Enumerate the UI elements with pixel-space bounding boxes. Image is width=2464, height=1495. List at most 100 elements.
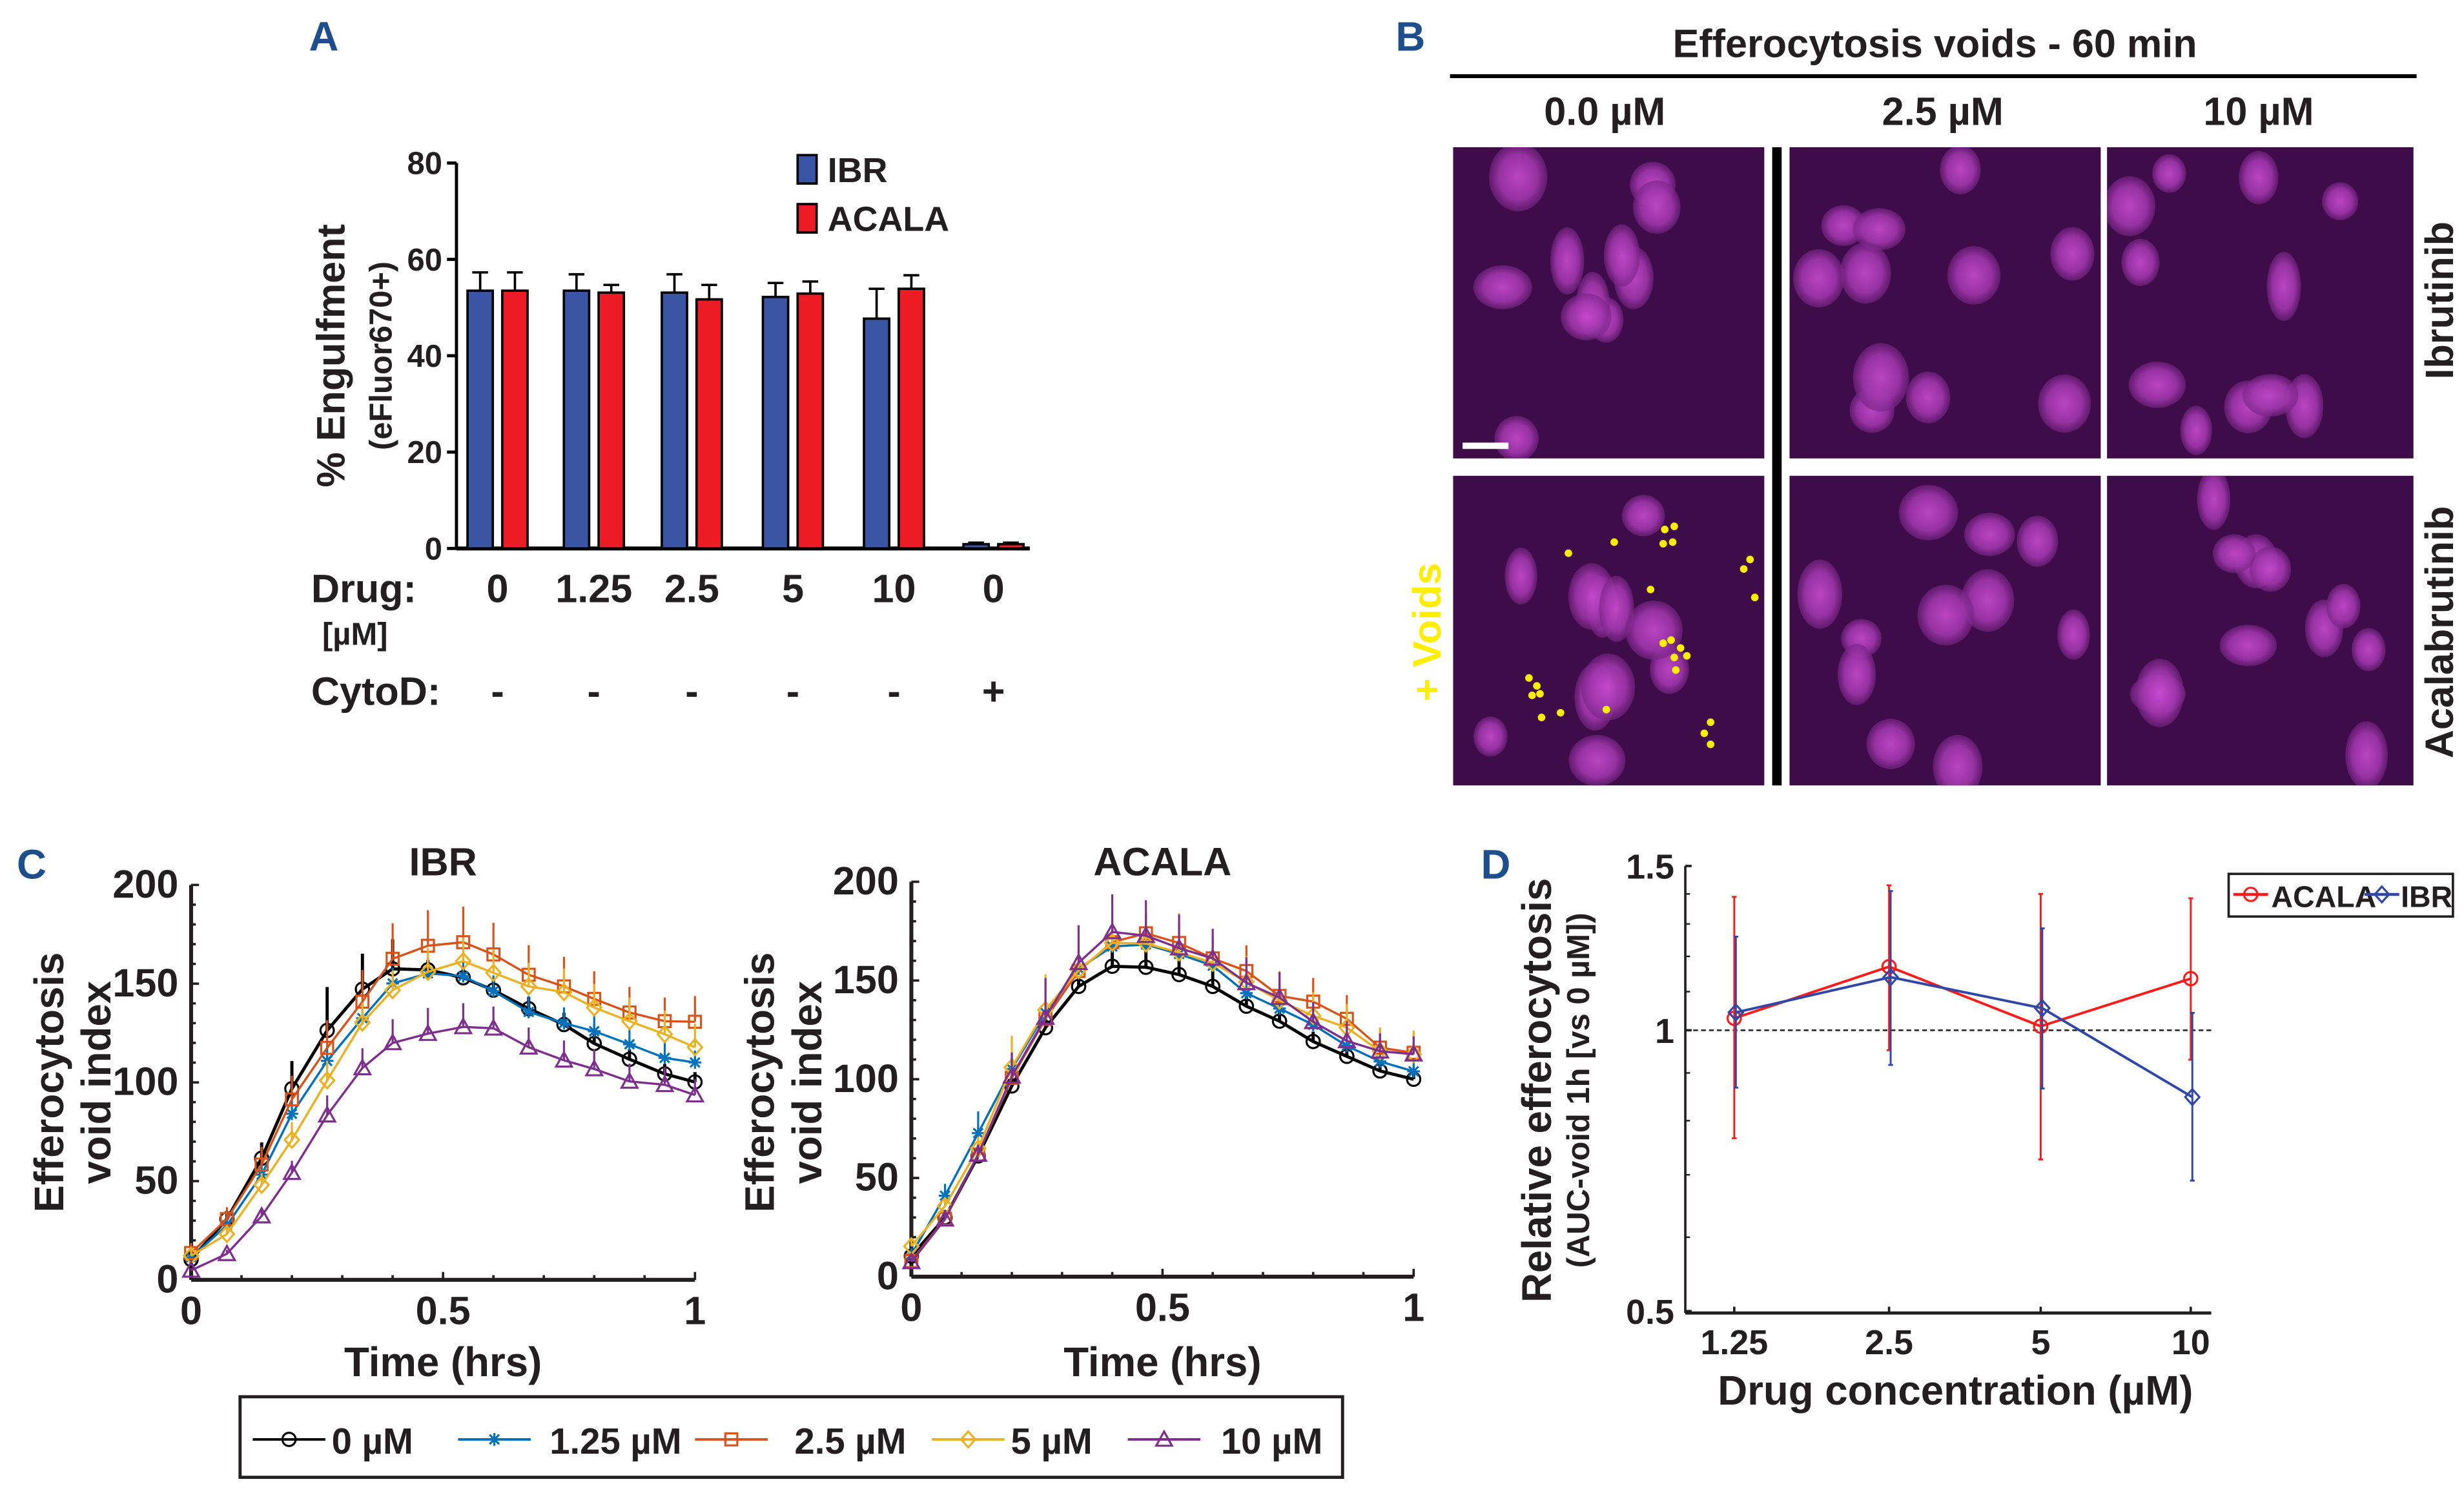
- series-acala: [1727, 884, 2199, 1160]
- data-point: [252, 1206, 272, 1224]
- data-point: [658, 1051, 672, 1064]
- data-point: [1370, 1041, 1390, 1059]
- cell: [1917, 584, 1975, 646]
- data-point: [1407, 1065, 1421, 1078]
- row-label-acalabrutinib: Acalabrutinib: [2418, 506, 2461, 759]
- cell: [2345, 721, 2388, 786]
- cell: [2322, 182, 2359, 220]
- data-point: [1881, 958, 1897, 974]
- series-2.5uM: [904, 913, 1421, 1268]
- cell: [1840, 242, 1891, 304]
- column-header: 10 µM: [2203, 90, 2314, 134]
- scale-bar: [1463, 442, 1509, 449]
- cell: [2128, 362, 2186, 408]
- data-point: [283, 1130, 301, 1150]
- cell: [1898, 484, 1958, 541]
- y-tick-label: 40: [407, 339, 442, 374]
- bar-ibr: [562, 289, 591, 550]
- void-dot: [1740, 565, 1748, 573]
- cell: [1504, 548, 1537, 605]
- cell: [2180, 406, 2212, 455]
- micrograph-acalabrutinib-0: [1453, 475, 1765, 786]
- data-point: [588, 1025, 601, 1038]
- series-line: [190, 960, 695, 1257]
- data-point: [1237, 973, 1257, 991]
- micrograph-acalabrutinib-2: [2107, 475, 2414, 786]
- series-line: [1735, 976, 2193, 1098]
- data-point: [520, 976, 537, 996]
- bar-ibr: [466, 289, 495, 550]
- cell: [2017, 515, 2058, 567]
- data-point: [1102, 922, 1122, 940]
- data-point: [586, 998, 603, 1017]
- data-point: [688, 1056, 702, 1069]
- micrograph-acalabrutinib-1: [1789, 475, 2101, 786]
- legend-label: 10 µM: [1221, 1421, 1322, 1461]
- bar-acala: [898, 287, 925, 550]
- data-point: [1104, 958, 1120, 974]
- cell: [2050, 227, 2095, 281]
- x-tick-label: 10: [2171, 1323, 2210, 1362]
- data-point: [484, 1018, 504, 1036]
- void-dot: [1746, 555, 1754, 564]
- cell: [1633, 180, 1681, 234]
- cell: [1853, 343, 1909, 412]
- bar-acala: [597, 291, 626, 550]
- cell: [1933, 734, 1983, 786]
- cytod-value: +: [982, 669, 1005, 713]
- void-dot: [1670, 522, 1678, 530]
- y-tick-label: 100: [833, 1057, 899, 1100]
- legend-label: IBR: [828, 151, 888, 190]
- data-point: [1304, 1006, 1322, 1026]
- data-point: [1303, 1011, 1323, 1029]
- y-axis-label-sub: void index: [785, 981, 830, 1184]
- cell: [1621, 495, 1665, 537]
- data-point: [1203, 948, 1223, 966]
- cytod-value: -: [491, 669, 504, 713]
- data-point: [584, 1058, 604, 1077]
- void-dot: [1707, 740, 1715, 748]
- drug-dose-label: 1.25: [555, 566, 632, 610]
- data-point: [217, 1243, 237, 1261]
- void-dot: [1750, 593, 1759, 601]
- cell: [1837, 643, 1876, 705]
- x-tick-label: 0.5: [1135, 1285, 1190, 1329]
- data-point: [972, 1126, 985, 1140]
- void-dot: [1602, 705, 1610, 714]
- y-tick-label: 1: [1655, 1012, 1674, 1051]
- cell: [1568, 735, 1626, 786]
- data-point: [419, 962, 436, 982]
- x-tick-label: 5: [2031, 1323, 2050, 1362]
- series-line: [910, 943, 1414, 1255]
- legend-label: 1.25 µM: [549, 1421, 681, 1461]
- panel-label-a: A: [309, 14, 338, 60]
- data-point: [1205, 978, 1221, 995]
- void-dot: [1670, 654, 1678, 661]
- legend-label: ACALA: [828, 200, 949, 239]
- data-point: [455, 951, 472, 971]
- legend-d: ACALA IBR: [2227, 872, 2454, 918]
- micrograph-title: Efferocytosis voids - 60 min: [1673, 22, 2197, 66]
- data-point: [485, 963, 502, 982]
- series-10uM: [181, 1003, 705, 1278]
- y-axis-label-sub: (eFluor670+): [364, 262, 399, 450]
- data-point: [1002, 1066, 1022, 1084]
- micrograph-ibrutinib-0: [1453, 147, 1765, 459]
- data-point: [901, 1252, 921, 1270]
- series-5uM: [182, 937, 704, 1266]
- bar-ibr: [761, 295, 790, 550]
- series-line: [190, 972, 695, 1259]
- chart-acala: ACALA 0 50 100 150 200 0 0.5 1 Time (hrs) Efferocy…: [737, 840, 1425, 1385]
- cell: [1793, 249, 1845, 308]
- cytod-value: -: [786, 669, 799, 713]
- drug-dose-label: 2.5: [664, 566, 719, 610]
- series-line: [910, 942, 1414, 1247]
- data-point: [1238, 998, 1255, 1014]
- void-dot: [1700, 729, 1709, 737]
- series-line: [190, 941, 695, 1254]
- y-axis-label: Efferocytosis: [737, 953, 783, 1213]
- bar-acala: [501, 289, 529, 550]
- data-point: [1240, 987, 1253, 1000]
- series-line: [190, 1026, 695, 1272]
